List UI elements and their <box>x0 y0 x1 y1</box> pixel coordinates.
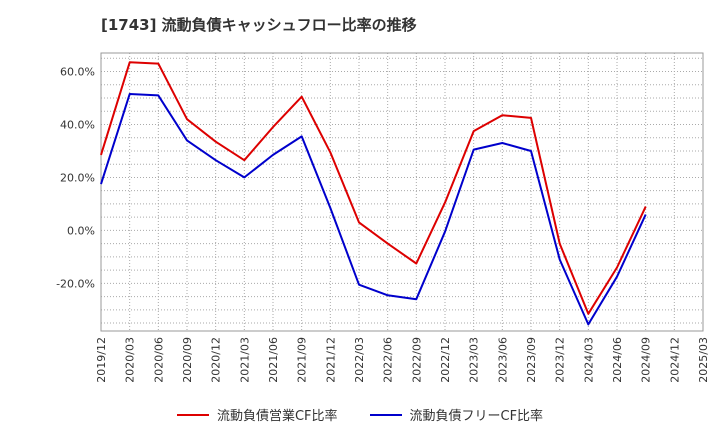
legend-label: 流動負債フリーCF比率 <box>409 409 544 424</box>
legend-swatch-blue <box>369 413 402 416</box>
series-line-1 <box>100 93 647 326</box>
x-tick-label: 2021/12 <box>324 337 337 383</box>
series-line-0 <box>100 61 647 315</box>
x-tick-label: 2023/03 <box>468 337 481 383</box>
x-tick-label: 2021/03 <box>238 337 251 383</box>
legend-item-operating-cf: 流動負債営業CF比率 <box>176 405 338 424</box>
x-tick-label: 2019/12 <box>95 337 108 383</box>
y-axis-ticks: 60.0% 40.0% 20.0% 0.0% -20.0% <box>56 66 95 291</box>
x-tick-label: 2023/06 <box>496 337 509 383</box>
x-tick-label: 2020/09 <box>181 337 194 383</box>
grid <box>100 53 704 331</box>
x-tick-label: 2024/09 <box>640 337 653 383</box>
x-tick-label: 2022/12 <box>439 337 452 383</box>
x-tick-label: 2023/09 <box>525 337 538 383</box>
x-tick-label: 2021/06 <box>267 337 280 383</box>
legend-item-free-cf: 流動負債フリーCF比率 <box>369 405 544 424</box>
x-tick-label: 2024/12 <box>668 337 681 383</box>
x-tick-label: 2022/06 <box>382 337 395 383</box>
legend-label: 流動負債営業CF比率 <box>216 409 338 424</box>
x-tick-label: 2022/03 <box>353 337 366 383</box>
x-tick-label: 2025/03 <box>697 337 710 383</box>
series-lines <box>100 61 647 326</box>
x-tick-label: 2023/12 <box>554 337 567 383</box>
y-tick-label: 20.0% <box>60 171 95 184</box>
chart-title: [1743] 流動負債キャッシュフロー比率の推移 <box>101 16 417 34</box>
x-tick-label: 2024/03 <box>582 337 595 383</box>
x-axis-ticks: 2019/12 2020/03 2020/06 2020/09 2020/12 2021/… <box>95 337 710 383</box>
x-tick-label: 2020/12 <box>210 337 223 383</box>
x-tick-label: 2024/06 <box>611 337 624 383</box>
legend-swatch-red <box>176 413 209 416</box>
x-tick-label: 2020/03 <box>124 337 137 383</box>
x-tick-label: 2021/09 <box>296 337 309 383</box>
y-tick-label: -20.0% <box>56 277 95 290</box>
legend: 流動負債営業CF比率 流動負債フリーCF比率 <box>0 405 720 424</box>
y-tick-label: 40.0% <box>60 118 95 131</box>
plot-area <box>100 52 704 332</box>
y-tick-label: 0.0% <box>67 224 95 237</box>
y-tick-label: 60.0% <box>60 66 95 79</box>
x-tick-label: 2020/06 <box>152 337 165 383</box>
x-tick-label: 2022/09 <box>410 337 423 383</box>
